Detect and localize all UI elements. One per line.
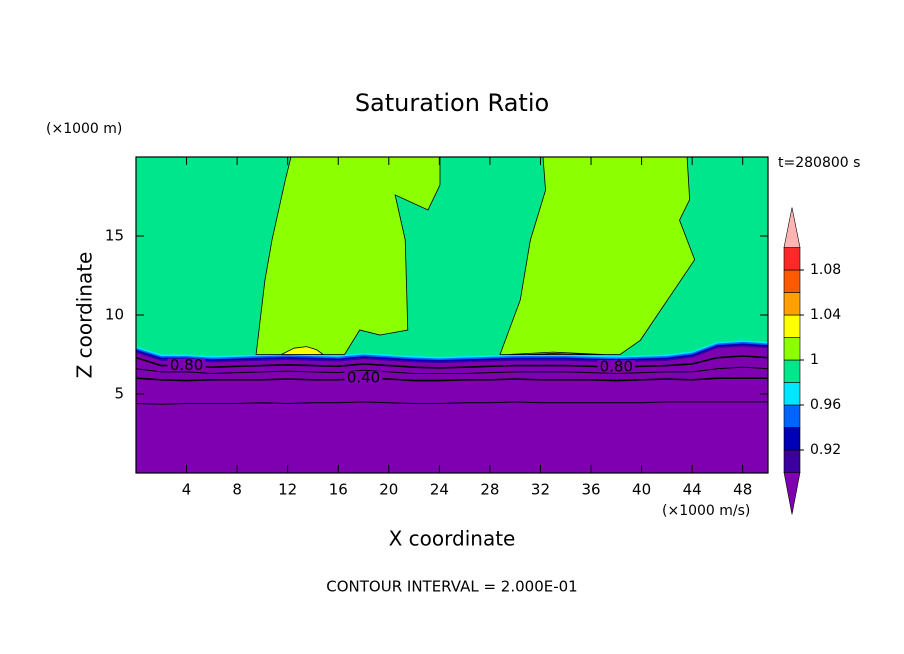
chart-title: Saturation Ratio — [355, 89, 549, 117]
colorbar-over — [783, 207, 801, 248]
x-tick-label: 8 — [232, 481, 242, 499]
y-axis-label: Z coordinate — [73, 252, 97, 379]
contour-line — [136, 355, 768, 369]
x-tick-label: 12 — [278, 481, 297, 499]
x-tick-label: 20 — [379, 481, 398, 499]
contour-label-bg — [167, 358, 206, 373]
filled-region — [499, 157, 696, 355]
plot-area: 0.80 0.80 0.40 — [136, 157, 768, 473]
x-tick-label: 32 — [531, 481, 550, 499]
contour-line — [136, 377, 768, 382]
colorbar-band — [783, 247, 801, 271]
y-tick-label: 15 — [105, 227, 124, 245]
colorbar-tick-label: 0.92 — [810, 442, 841, 458]
filled-region — [527, 352, 592, 355]
y-unit: (×1000 m) — [46, 121, 122, 137]
contour-line — [136, 366, 768, 374]
filled-region — [281, 346, 325, 355]
colorbar-tick-label: 1.08 — [810, 262, 841, 278]
footer: CONTOUR INTERVAL = 2.000E-01 — [326, 578, 577, 596]
contour-label: 0.40 — [347, 369, 380, 387]
contour-label-bg — [597, 360, 636, 375]
contour-label: 0.80 — [170, 356, 203, 374]
x-tick-label: 16 — [329, 481, 348, 499]
x-tick-label: 44 — [683, 481, 702, 499]
x-tick-label: 4 — [182, 481, 192, 499]
x-tick-label: 36 — [581, 481, 600, 499]
y-tick-label: 5 — [114, 385, 124, 403]
x-tick-label: 48 — [733, 481, 752, 499]
colorbar-band — [783, 449, 801, 473]
colorbar-band — [783, 314, 801, 338]
colorbar-tick-label: 1 — [810, 352, 819, 368]
time-label: t=280800 s — [778, 155, 860, 171]
colorbar-band — [783, 427, 801, 451]
x-axis-label: X coordinate — [389, 527, 516, 551]
x-tick-label: 24 — [430, 481, 449, 499]
y-tick-label: 10 — [105, 306, 124, 324]
filled-region — [255, 157, 441, 355]
colorbar-tick-label: 1.04 — [810, 307, 841, 323]
contour-line — [136, 401, 768, 405]
colorbar-tick-label: 0.96 — [810, 397, 841, 413]
colorbar-under — [783, 472, 801, 515]
colorbar-band — [783, 404, 801, 428]
x-unit: (×1000 m/s) — [662, 503, 750, 519]
colorbar-band — [783, 292, 801, 316]
colorbar-band — [783, 359, 801, 383]
colorbar-band — [783, 382, 801, 406]
colorbar-band — [783, 337, 801, 361]
x-tick-label: 28 — [480, 481, 499, 499]
contour-label: 0.80 — [600, 358, 633, 376]
colorbar: 0.92 0.96 1 1.04 1.08 — [783, 207, 841, 515]
contour-label-bg — [344, 371, 383, 386]
x-tick-label: 40 — [632, 481, 651, 499]
colorbar-band — [783, 269, 801, 293]
